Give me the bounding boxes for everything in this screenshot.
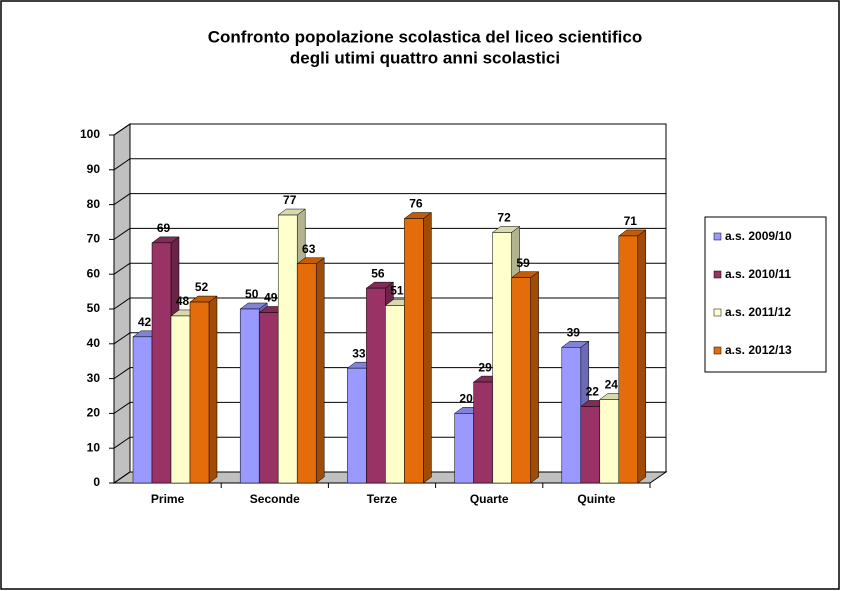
value-label: 56: [371, 266, 385, 280]
bar: [277, 214, 298, 484]
y-tick-label: 10: [87, 440, 101, 454]
bar: [404, 218, 424, 484]
value-label: 77: [283, 193, 297, 207]
x-tick-label: Terze: [367, 492, 398, 506]
value-label: 49: [264, 291, 278, 305]
value-label: 50: [245, 287, 259, 301]
value-label: 63: [302, 242, 316, 256]
y-tick-label: 20: [87, 406, 101, 420]
bar: [492, 232, 512, 484]
grid-line: [113, 227, 666, 240]
bar: [385, 305, 405, 484]
value-label: 24: [605, 378, 619, 392]
y-tick-label: 100: [80, 127, 100, 141]
y-tick-label: 70: [87, 232, 101, 246]
value-label: 22: [586, 385, 600, 399]
bar: [580, 406, 601, 484]
bar-side: [423, 212, 432, 484]
grid-line: [113, 367, 666, 380]
value-label: 39: [567, 325, 581, 339]
value-label: 33: [352, 346, 366, 360]
legend-swatch: [713, 232, 722, 241]
y-tick-label: 40: [87, 336, 101, 350]
value-label: 59: [516, 256, 530, 270]
y-tick-label: 80: [87, 197, 101, 211]
bar-side: [315, 257, 325, 484]
bar: [258, 312, 279, 484]
x-tick-label: Seconde: [250, 492, 300, 506]
x-tick-label: Quarte: [470, 492, 509, 506]
bar: [473, 381, 493, 484]
bar-side: [637, 229, 647, 484]
bar: [561, 347, 582, 484]
bar: [151, 242, 172, 484]
grid-line: [113, 123, 666, 136]
bar: [599, 399, 620, 484]
value-label: 76: [409, 197, 423, 211]
grid-line: [113, 193, 666, 206]
grid-line: [113, 262, 666, 275]
bar: [454, 413, 474, 484]
chart-title: Confronto popolazione scolastica del lic…: [208, 27, 643, 46]
grid-line: [113, 332, 666, 345]
bar-side: [530, 271, 539, 484]
chart-title: degli utimi quattro anni scolastici: [290, 48, 560, 67]
grid-line: [113, 158, 666, 171]
bar: [366, 287, 386, 484]
y-tick-label: 90: [87, 162, 101, 176]
legend-swatch: [713, 270, 722, 279]
y-tick-label: 60: [87, 266, 101, 280]
y-tick-label: 50: [87, 301, 101, 315]
grid-line: [113, 297, 666, 310]
bar: [618, 235, 639, 484]
legend-label: a.s. 2009/10: [725, 229, 792, 243]
legend-swatch: [713, 308, 722, 317]
y-tick-label: 0: [93, 475, 100, 489]
bar: [347, 367, 367, 484]
bar-side: [208, 295, 218, 484]
value-label: 52: [195, 280, 209, 294]
bar: [132, 336, 153, 484]
value-label: 29: [478, 360, 492, 374]
bar: [511, 277, 531, 484]
bar: [170, 315, 191, 484]
x-tick-label: Prime: [151, 492, 185, 506]
value-label: 72: [497, 211, 511, 225]
legend-swatch: [713, 346, 722, 355]
legend-label: a.s. 2010/11: [725, 267, 791, 281]
value-label: 42: [138, 315, 152, 329]
value-label: 69: [157, 221, 171, 235]
bar: [189, 301, 210, 484]
value-label: 51: [390, 284, 404, 298]
legend-label: a.s. 2011/12: [725, 305, 791, 319]
value-label: 48: [176, 294, 190, 308]
legend: [704, 216, 827, 373]
y-tick-label: 30: [87, 371, 101, 385]
bar: [296, 263, 317, 484]
bar: [239, 308, 260, 484]
value-label: 20: [459, 392, 473, 406]
x-tick-label: Quinte: [577, 492, 615, 506]
value-label: 71: [624, 214, 638, 228]
legend-label: a.s. 2012/13: [725, 343, 792, 357]
